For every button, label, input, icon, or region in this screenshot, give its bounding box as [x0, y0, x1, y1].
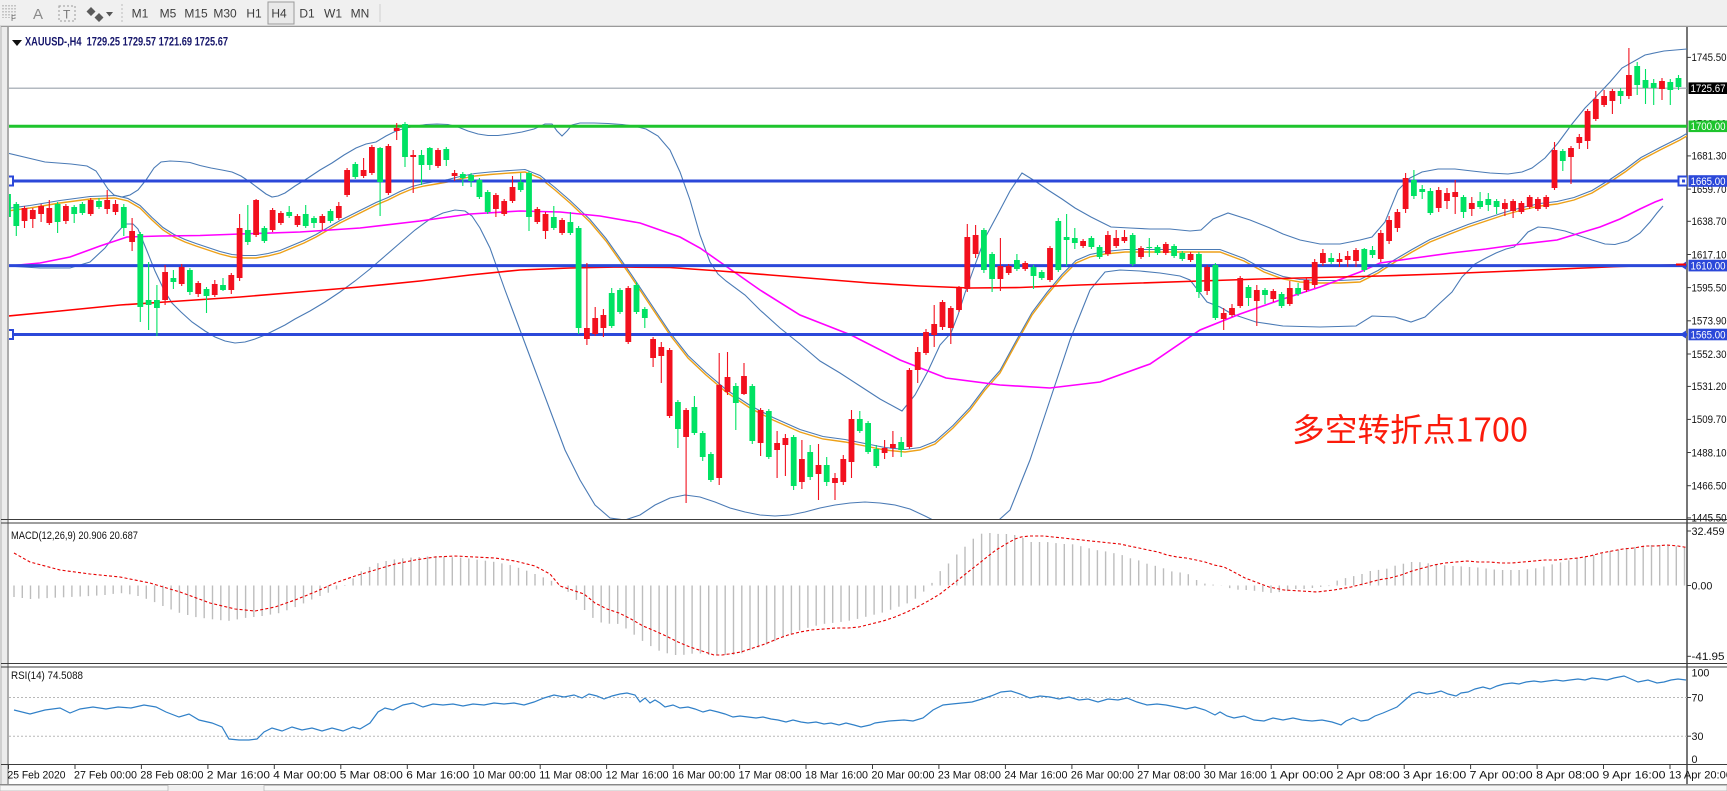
svg-text:1665.00: 1665.00 — [1691, 176, 1726, 188]
svg-text:1638.70: 1638.70 — [1692, 216, 1727, 228]
svg-text:30: 30 — [1692, 731, 1704, 743]
svg-text:24 Mar 16:00: 24 Mar 16:00 — [1004, 770, 1067, 782]
svg-text:70: 70 — [1692, 692, 1704, 704]
svg-text:M1: M1 — [132, 7, 149, 21]
svg-text:1595.50: 1595.50 — [1692, 282, 1727, 294]
svg-text:7 Apr 00:00: 7 Apr 00:00 — [1470, 770, 1533, 782]
svg-text:1565.00: 1565.00 — [1691, 329, 1726, 341]
svg-text:8 Apr 08:00: 8 Apr 08:00 — [1536, 770, 1599, 782]
svg-text:28 Feb 08:00: 28 Feb 08:00 — [140, 770, 203, 782]
svg-text:13 Apr 20:00: 13 Apr 20:00 — [1669, 770, 1727, 782]
svg-text:RSI(14) 74.5088: RSI(14) 74.5088 — [11, 670, 83, 682]
svg-text:1509.70: 1509.70 — [1692, 414, 1727, 426]
svg-text:1610.00: 1610.00 — [1691, 260, 1726, 272]
svg-text:MN: MN — [351, 7, 370, 21]
svg-text:M15: M15 — [184, 7, 208, 21]
svg-text:9 Apr 16:00: 9 Apr 16:00 — [1603, 770, 1666, 782]
svg-text:1 Apr 00:00: 1 Apr 00:00 — [1270, 770, 1333, 782]
svg-text:M5: M5 — [160, 7, 177, 21]
svg-text:1466.50: 1466.50 — [1692, 481, 1727, 493]
svg-text:5 Mar 08:00: 5 Mar 08:00 — [340, 770, 403, 782]
svg-text:11 Mar 08:00: 11 Mar 08:00 — [539, 770, 602, 782]
svg-text:12 Mar 16:00: 12 Mar 16:00 — [606, 770, 669, 782]
svg-text:4 Mar 00:00: 4 Mar 00:00 — [273, 770, 336, 782]
svg-text:100: 100 — [1692, 667, 1710, 679]
svg-text:23 Mar 08:00: 23 Mar 08:00 — [938, 770, 1001, 782]
svg-text:10 Mar 00:00: 10 Mar 00:00 — [473, 770, 536, 782]
svg-text:1681.30: 1681.30 — [1692, 151, 1727, 163]
svg-text:25 Feb 2020: 25 Feb 2020 — [8, 770, 66, 782]
svg-text:1617.10: 1617.10 — [1692, 249, 1727, 261]
svg-text:H1: H1 — [246, 7, 262, 21]
svg-text:6 Mar 16:00: 6 Mar 16:00 — [406, 770, 469, 782]
svg-text:1725.67: 1725.67 — [1691, 83, 1726, 95]
svg-text:18 Mar 16:00: 18 Mar 16:00 — [805, 770, 868, 782]
svg-text:2 Apr 08:00: 2 Apr 08:00 — [1337, 770, 1400, 782]
svg-text:27 Mar 08:00: 27 Mar 08:00 — [1137, 770, 1200, 782]
svg-text:1700.00: 1700.00 — [1691, 121, 1726, 133]
svg-text:32.459: 32.459 — [1692, 526, 1725, 538]
svg-text:XAUUSD-,H4 1729.25 1729.57 17: XAUUSD-,H4 1729.25 1729.57 1721.69 1725.… — [25, 36, 228, 49]
svg-text:2 Mar 16:00: 2 Mar 16:00 — [207, 770, 270, 782]
svg-text:1659.70: 1659.70 — [1692, 184, 1727, 196]
svg-text:1488.10: 1488.10 — [1692, 447, 1727, 459]
svg-text:17 Mar 08:00: 17 Mar 08:00 — [739, 770, 802, 782]
svg-text:0: 0 — [1692, 754, 1698, 766]
svg-text:30 Mar 16:00: 30 Mar 16:00 — [1204, 770, 1267, 782]
svg-text:27 Feb 00:00: 27 Feb 00:00 — [74, 770, 137, 782]
svg-text:H4: H4 — [271, 7, 287, 21]
svg-text:F: F — [11, 14, 16, 23]
svg-text:MACD(12,26,9) 20.906 20.687: MACD(12,26,9) 20.906 20.687 — [11, 530, 138, 542]
svg-text:3 Apr 16:00: 3 Apr 16:00 — [1403, 770, 1466, 782]
svg-text:1445.50: 1445.50 — [1692, 513, 1727, 525]
svg-text:-41.95: -41.95 — [1692, 651, 1725, 663]
svg-text:1552.30: 1552.30 — [1692, 349, 1727, 361]
svg-text:1745.50: 1745.50 — [1692, 52, 1727, 64]
svg-text:1531.20: 1531.20 — [1692, 381, 1727, 393]
svg-text:D1: D1 — [299, 7, 315, 21]
svg-text:A: A — [33, 6, 43, 23]
svg-text:W1: W1 — [324, 7, 342, 21]
svg-text:T: T — [63, 8, 71, 22]
svg-text:16 Mar 00:00: 16 Mar 00:00 — [672, 770, 735, 782]
svg-text:20 Mar 00:00: 20 Mar 00:00 — [872, 770, 935, 782]
svg-text:1573.90: 1573.90 — [1692, 316, 1727, 328]
svg-text:0.00: 0.00 — [1692, 580, 1713, 592]
svg-text:26 Mar 00:00: 26 Mar 00:00 — [1071, 770, 1134, 782]
svg-text:M30: M30 — [213, 7, 237, 21]
